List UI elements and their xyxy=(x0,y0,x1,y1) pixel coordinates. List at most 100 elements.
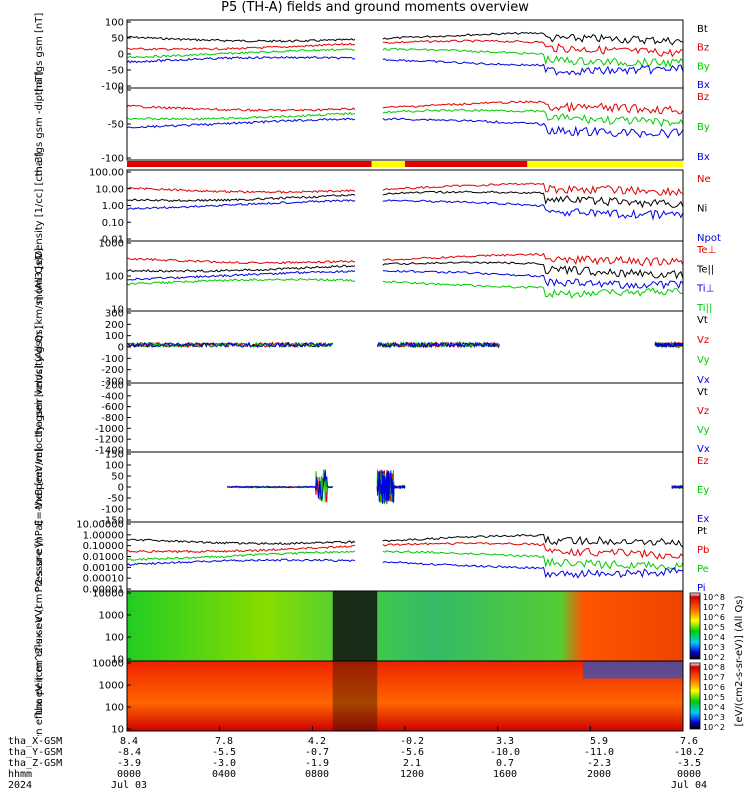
panel-temperature: 1000 100 10 mom3 [eV] Te⊥ Te|| Ti⊥ Ti|| xyxy=(34,239,716,316)
panel-peer_spectrogram: 10000 1000 100 10 tha peer en eflux eV (cm^2… xyxy=(34,606,684,736)
series-Pi-line xyxy=(126,558,684,579)
y-tick-label: -100 xyxy=(101,154,124,165)
y-tick-label: 0 xyxy=(118,483,124,494)
y-axis-label: tha peer en eflux eV (cm^2-s-sr-eV) xyxy=(34,606,45,736)
mode-bar-segment xyxy=(405,161,528,167)
legend-Ez: Ez xyxy=(697,456,709,467)
series-Pe-line xyxy=(126,550,684,571)
y-tick-label: 0.01 xyxy=(102,235,124,246)
legend-Vz: Vz xyxy=(697,406,709,417)
y-tick-label: 1000 xyxy=(99,681,124,692)
y-tick-label: -150 xyxy=(101,516,124,527)
footer-value: -5.6 xyxy=(399,747,425,758)
y-axis-label: tha peir velocity gsm [km/s] (All Qs) xyxy=(34,257,45,438)
series-Ni-line xyxy=(126,190,684,209)
y-tick-label: 10 xyxy=(111,655,124,666)
footer-value: 0000 xyxy=(116,769,142,780)
mode-bar xyxy=(127,161,683,167)
y-tick-label: 0.00001 xyxy=(83,585,124,596)
panel-frame xyxy=(126,19,684,89)
legend-Vt: Vt xyxy=(697,387,708,398)
series-Bt-line xyxy=(126,31,684,46)
series-Ex-line xyxy=(226,469,684,504)
y-tick-label: -300 xyxy=(101,377,124,388)
spectrogram-fill xyxy=(127,591,683,661)
y-tick-label: 100 xyxy=(105,18,124,29)
footer-row-label: tha_Y-GSM xyxy=(8,747,63,758)
footer-value: 0.7 xyxy=(495,758,515,769)
y-axis-label: tha fgs gsm -dip [nT] xyxy=(34,71,45,176)
y-tick-label: -1200 xyxy=(95,435,124,446)
y-tick-label: 10.00000 xyxy=(76,520,124,531)
footer-value: 7.6 xyxy=(679,736,699,747)
legend-Ni: Ni xyxy=(697,204,707,215)
legend-Bz: Bz xyxy=(697,92,709,103)
footer-value: -10.0 xyxy=(489,747,521,758)
series-Pb-line xyxy=(126,542,684,560)
colorbar-tick-label: 10^5 xyxy=(703,693,725,702)
footer-value: -3.0 xyxy=(211,758,237,769)
footer-value: -5.5 xyxy=(211,747,237,758)
y-tick-label: -200 xyxy=(101,381,124,392)
mode-bar-segment xyxy=(127,161,372,167)
y-tick-label: 0 xyxy=(118,343,124,354)
y-tick-label: 100.00 xyxy=(89,168,124,179)
spectrogram-high-energy xyxy=(582,661,683,679)
y-tick-label: 0.10000 xyxy=(83,541,124,552)
colorbar-tick-label: 10^8 xyxy=(703,663,725,672)
legend-Bz: Bz xyxy=(697,43,709,54)
colorbar-tick-label: 10^7 xyxy=(703,673,725,682)
footer-value: 7.8 xyxy=(214,736,234,747)
footer-row-label: hhmm xyxy=(8,769,33,780)
y-tick-label: -100 xyxy=(101,82,124,93)
legend-Te: Te|| xyxy=(696,264,714,275)
legend-Bx: Bx xyxy=(697,152,710,163)
y-axis-label: mom3 [eV] xyxy=(34,248,45,304)
series-Ti-line xyxy=(126,269,684,290)
legend-Bt: Bt xyxy=(697,24,708,35)
footer-value: 1600 xyxy=(492,769,518,780)
panel-frame xyxy=(126,382,684,453)
footer-value: Jul 04 xyxy=(670,780,708,791)
legend-Vy: Vy xyxy=(697,355,710,366)
y-tick-label: 0.10 xyxy=(102,218,124,229)
y-tick-label: 1000 xyxy=(99,239,124,250)
series-Ti-line xyxy=(126,277,684,299)
legend-By: By xyxy=(697,122,710,133)
y-tick-label: -1000 xyxy=(95,424,124,435)
y-tick-label: -100 xyxy=(101,505,124,516)
footer-value: -8.4 xyxy=(116,747,142,758)
legend-Ex: Ex xyxy=(697,514,709,525)
series-Bx-line xyxy=(126,117,684,139)
legend-Ey: Ey xyxy=(697,485,709,496)
y-tick-label: 100 xyxy=(105,272,124,283)
y-tick-label: -50 xyxy=(108,494,124,505)
footer-value: -0.7 xyxy=(304,747,330,758)
y-axis-label: Pressure [nPa] xyxy=(34,521,45,593)
series-Vx-line xyxy=(126,340,684,349)
y-tick-label: 300 xyxy=(105,309,124,320)
series-By-line xyxy=(127,47,684,69)
y-axis-label: tha fgs gsm [nT] xyxy=(34,13,45,96)
footer-value: 0400 xyxy=(211,769,237,780)
mode-bar-segment xyxy=(371,161,405,167)
spectrogram-gap xyxy=(332,591,378,661)
x-axis xyxy=(126,726,684,731)
y-tick-label: 0.00010 xyxy=(83,574,124,585)
y-axis-label: E=-VxB [mV/m] xyxy=(34,448,45,526)
footer-value: -3.5 xyxy=(676,758,702,769)
series-Ne-line xyxy=(126,182,684,197)
y-tick-label: 50 xyxy=(111,472,124,483)
legend-Pb: Pb xyxy=(697,545,709,556)
y-tick-label: 200 xyxy=(105,320,124,331)
footer-value: 5.9 xyxy=(589,736,609,747)
colorbar-tick-label: 10^2 xyxy=(703,723,725,732)
footer-value: -1.9 xyxy=(304,758,330,769)
y-tick-label: 100 xyxy=(105,633,124,644)
y-axis-label: tha peir en eflux eV (cm^2-s-sr-eV) xyxy=(34,537,45,714)
y-tick-label: 10000 xyxy=(92,659,124,670)
colorbar-tick-label: 10^7 xyxy=(703,603,725,612)
colorbar-peer: 10^810^710^610^510^410^310^2 xyxy=(689,662,725,732)
